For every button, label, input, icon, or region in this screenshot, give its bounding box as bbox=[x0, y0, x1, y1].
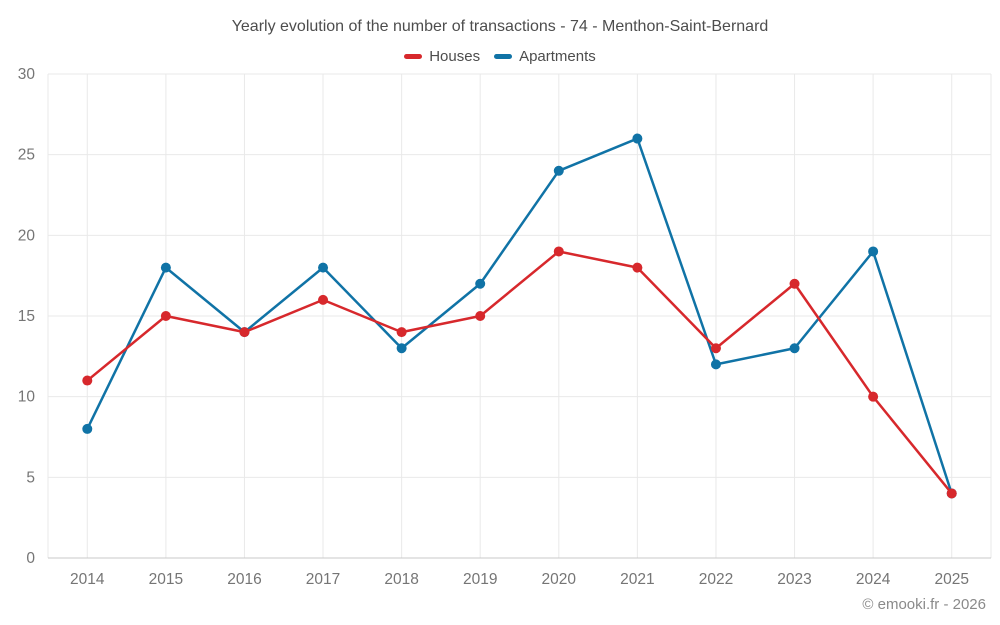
data-point-houses-2019[interactable] bbox=[475, 311, 486, 321]
y-tick-label: 20 bbox=[18, 227, 36, 244]
data-point-houses-2016[interactable] bbox=[239, 327, 250, 338]
data-point-houses-2025[interactable] bbox=[946, 488, 957, 499]
x-tick-label: 2018 bbox=[384, 571, 418, 588]
data-point-houses-2014[interactable] bbox=[82, 375, 93, 386]
x-tick-label: 2020 bbox=[542, 571, 577, 588]
data-point-houses-2023[interactable] bbox=[789, 278, 800, 289]
x-tick-label: 2022 bbox=[699, 571, 733, 588]
x-tick-label: 2023 bbox=[777, 571, 811, 588]
data-point-houses-2022[interactable] bbox=[710, 343, 721, 354]
data-point-houses-2018[interactable] bbox=[396, 327, 407, 338]
x-tick-label: 2024 bbox=[856, 571, 891, 588]
chart-legend: Houses Apartments bbox=[0, 48, 1000, 65]
y-tick-label: 0 bbox=[26, 550, 35, 567]
data-point-apartments-2017[interactable] bbox=[318, 262, 329, 273]
data-point-houses-2020[interactable] bbox=[553, 246, 564, 257]
data-point-houses-2021[interactable] bbox=[632, 262, 643, 273]
x-tick-label: 2017 bbox=[306, 571, 340, 588]
legend-marker-icon bbox=[494, 54, 513, 59]
x-tick-label: 2019 bbox=[463, 571, 497, 588]
x-tick-label: 2015 bbox=[149, 571, 183, 588]
data-point-apartments-2019[interactable] bbox=[475, 278, 486, 289]
chart-title: Yearly evolution of the number of transa… bbox=[231, 18, 769, 35]
x-tick-label: 2016 bbox=[227, 571, 261, 588]
legend-label: Apartments bbox=[519, 48, 596, 65]
data-point-apartments-2024[interactable] bbox=[868, 246, 879, 257]
x-tick-label: 2021 bbox=[620, 571, 654, 588]
y-tick-label: 10 bbox=[18, 389, 36, 406]
data-point-apartments-2015[interactable] bbox=[160, 262, 171, 273]
series-line-apartments bbox=[86, 137, 953, 495]
data-point-apartments-2014[interactable] bbox=[82, 423, 93, 434]
legend-item-apartments[interactable]: Apartments bbox=[494, 48, 596, 65]
series-line-houses bbox=[86, 250, 953, 495]
data-point-apartments-2023[interactable] bbox=[789, 343, 800, 354]
data-point-houses-2015[interactable] bbox=[160, 311, 171, 321]
y-tick-label: 30 bbox=[18, 66, 36, 83]
y-tick-label: 15 bbox=[18, 308, 35, 325]
data-point-apartments-2018[interactable] bbox=[396, 343, 407, 354]
y-tick-label: 25 bbox=[18, 147, 35, 164]
copyright-note: © emooki.fr - 2026 bbox=[862, 596, 986, 613]
legend-marker-icon bbox=[404, 54, 423, 59]
data-point-apartments-2020[interactable] bbox=[553, 165, 564, 176]
data-point-apartments-2022[interactable] bbox=[710, 359, 721, 370]
x-tick-label: 2014 bbox=[70, 571, 105, 588]
legend-item-houses[interactable]: Houses bbox=[404, 48, 480, 65]
data-point-houses-2017[interactable] bbox=[318, 294, 329, 305]
data-point-apartments-2021[interactable] bbox=[632, 133, 643, 144]
legend-label: Houses bbox=[429, 48, 481, 65]
data-point-houses-2024[interactable] bbox=[868, 391, 879, 402]
x-tick-label: 2025 bbox=[934, 571, 968, 588]
y-tick-label: 5 bbox=[26, 469, 35, 486]
